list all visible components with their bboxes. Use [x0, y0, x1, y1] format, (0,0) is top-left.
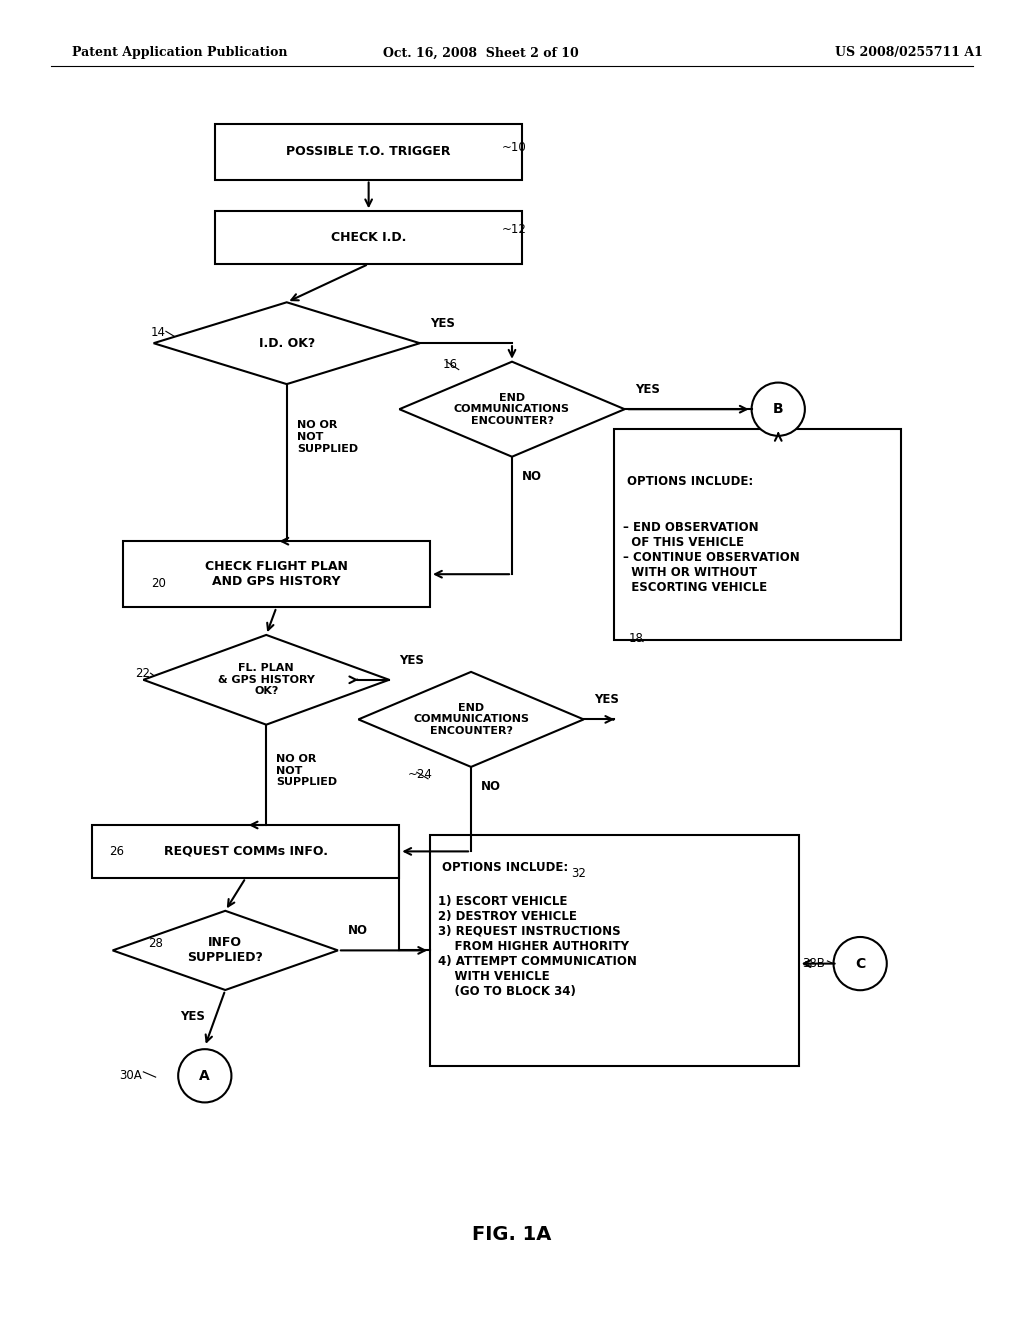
- FancyBboxPatch shape: [92, 825, 399, 878]
- Text: YES: YES: [399, 653, 424, 667]
- Text: 14: 14: [151, 326, 166, 339]
- Text: C: C: [855, 957, 865, 970]
- Text: 26: 26: [110, 845, 125, 858]
- Text: FL. PLAN
& GPS HISTORY
OK?: FL. PLAN & GPS HISTORY OK?: [218, 663, 314, 697]
- Polygon shape: [143, 635, 389, 725]
- Text: INFO
SUPPLIED?: INFO SUPPLIED?: [187, 936, 263, 965]
- Ellipse shape: [834, 937, 887, 990]
- Text: Patent Application Publication: Patent Application Publication: [72, 46, 287, 59]
- Text: NO OR
NOT
SUPPLIED: NO OR NOT SUPPLIED: [297, 420, 358, 454]
- Text: 1) ESCORT VEHICLE
2) DESTROY VEHICLE
3) REQUEST INSTRUCTIONS
    FROM HIGHER AUT: 1) ESCORT VEHICLE 2) DESTROY VEHICLE 3) …: [438, 895, 637, 998]
- Text: OPTIONS INCLUDE:: OPTIONS INCLUDE:: [442, 861, 568, 874]
- Text: END
COMMUNICATIONS
ENCOUNTER?: END COMMUNICATIONS ENCOUNTER?: [454, 392, 570, 426]
- FancyBboxPatch shape: [123, 541, 430, 607]
- FancyBboxPatch shape: [430, 834, 799, 1067]
- Polygon shape: [113, 911, 338, 990]
- Text: FIG. 1A: FIG. 1A: [472, 1225, 552, 1243]
- Text: 30A: 30A: [119, 1069, 141, 1082]
- Text: NO: NO: [522, 470, 543, 483]
- Text: YES: YES: [430, 317, 455, 330]
- Polygon shape: [399, 362, 625, 457]
- Text: ~10: ~10: [502, 141, 526, 154]
- Text: 32: 32: [571, 867, 587, 880]
- Text: 38B: 38B: [803, 957, 825, 970]
- Text: 22: 22: [135, 667, 151, 680]
- Text: YES: YES: [635, 383, 659, 396]
- Text: I.D. OK?: I.D. OK?: [259, 337, 314, 350]
- Polygon shape: [154, 302, 420, 384]
- Text: ~24: ~24: [408, 768, 432, 781]
- Text: 16: 16: [442, 358, 458, 371]
- Text: Oct. 16, 2008  Sheet 2 of 10: Oct. 16, 2008 Sheet 2 of 10: [383, 46, 580, 59]
- Text: NO: NO: [481, 780, 502, 793]
- Text: NO OR
NOT
SUPPLIED: NO OR NOT SUPPLIED: [276, 754, 338, 788]
- Text: A: A: [200, 1069, 210, 1082]
- Text: REQUEST COMMs INFO.: REQUEST COMMs INFO.: [164, 845, 328, 858]
- Text: YES: YES: [594, 693, 618, 706]
- Text: NO: NO: [348, 924, 369, 937]
- Text: 20: 20: [152, 577, 167, 590]
- Text: ~12: ~12: [502, 223, 526, 236]
- FancyBboxPatch shape: [215, 211, 522, 264]
- Text: OPTIONS INCLUDE:: OPTIONS INCLUDE:: [627, 475, 753, 488]
- Text: POSSIBLE T.O. TRIGGER: POSSIBLE T.O. TRIGGER: [287, 145, 451, 158]
- Text: 28: 28: [148, 937, 164, 950]
- Text: – END OBSERVATION
  OF THIS VEHICLE
– CONTINUE OBSERVATION
  WITH OR WITHOUT
  E: – END OBSERVATION OF THIS VEHICLE – CONT…: [623, 521, 800, 594]
- Text: CHECK I.D.: CHECK I.D.: [331, 231, 407, 244]
- Text: 18: 18: [629, 632, 644, 645]
- FancyBboxPatch shape: [215, 124, 522, 180]
- FancyBboxPatch shape: [614, 429, 901, 640]
- Text: YES: YES: [180, 1010, 205, 1023]
- Ellipse shape: [752, 383, 805, 436]
- Text: US 2008/0255711 A1: US 2008/0255711 A1: [836, 46, 983, 59]
- Text: B: B: [773, 403, 783, 416]
- Text: END
COMMUNICATIONS
ENCOUNTER?: END COMMUNICATIONS ENCOUNTER?: [413, 702, 529, 737]
- Ellipse shape: [178, 1049, 231, 1102]
- Polygon shape: [358, 672, 584, 767]
- Text: CHECK FLIGHT PLAN
AND GPS HISTORY: CHECK FLIGHT PLAN AND GPS HISTORY: [205, 560, 348, 589]
